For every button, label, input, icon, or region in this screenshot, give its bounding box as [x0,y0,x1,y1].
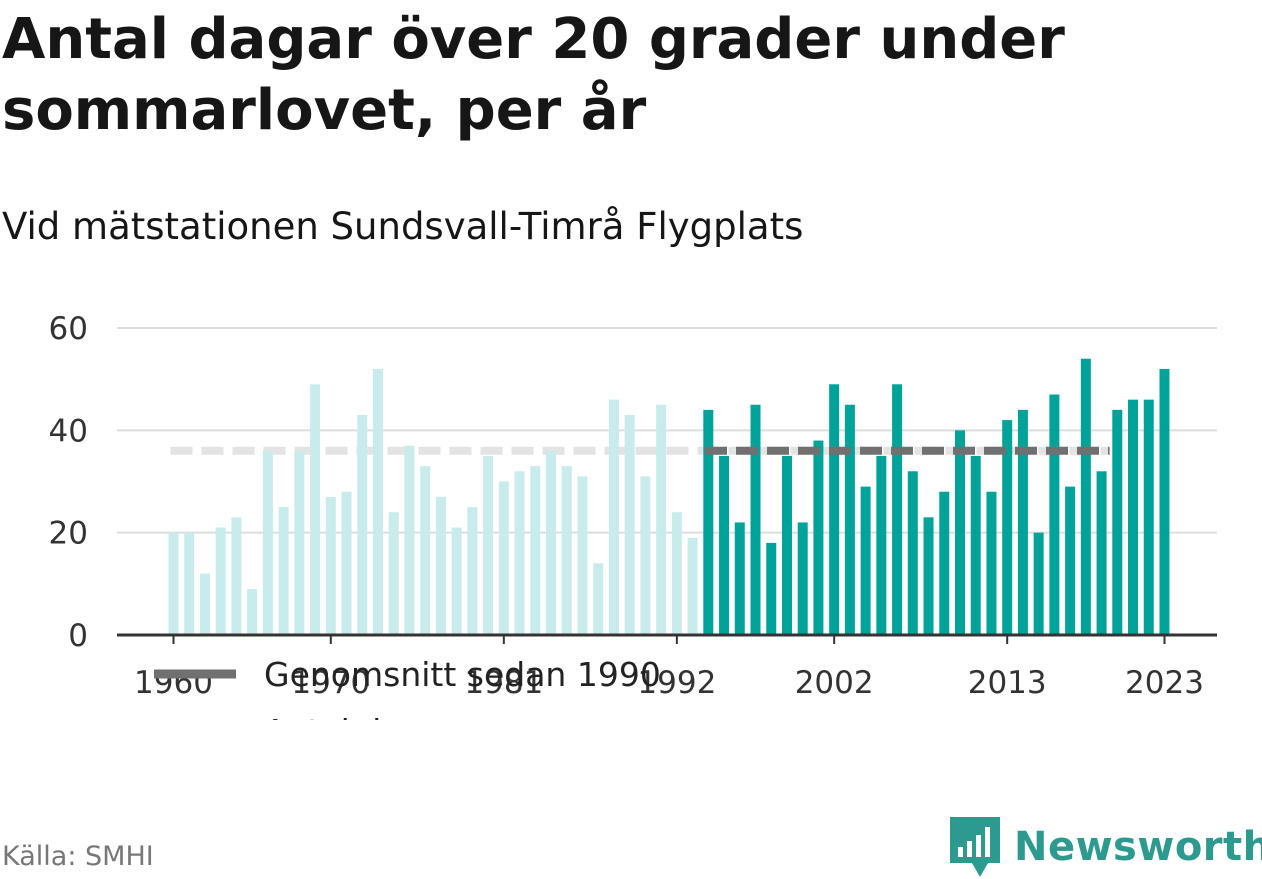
bar-2003 [844,404,855,635]
bar-2010 [955,430,965,635]
y-tick-label: 40 [49,413,88,449]
bar-2021 [1128,399,1139,635]
bar-faded-1963 [215,527,226,635]
bar-faded-1961 [184,532,195,635]
bar-2013 [1002,420,1013,635]
bar-faded-1970 [325,496,336,635]
bar-faded-1988 [608,399,619,635]
bar-2008 [923,517,934,635]
bar-faded-1987 [593,563,604,635]
bar-2019 [1096,471,1107,635]
bar-2017 [1065,486,1076,635]
bar-faded-1978 [451,527,462,635]
bar-2002 [829,384,840,635]
legend-bars-label: Antal dagar [264,712,457,720]
bar-2006 [892,384,903,635]
x-tick-label: 1992 [637,665,716,701]
source-note: Källa: SMHI [2,841,154,872]
bar-2000 [797,522,808,635]
chart-title: Antal dagar över 20 grader under sommarl… [2,7,1065,143]
bar-faded-1979 [467,507,478,635]
bar-2016 [1049,394,1060,635]
bar-faded-1985 [561,466,572,635]
chart-subtitle: Vid mätstationen Sundsvall-Timrå Flygpla… [2,205,804,248]
bar-faded-1981 [498,481,509,635]
bar-1996 [734,522,745,635]
bar-faded-1972 [357,414,368,635]
bar-faded-1990 [640,476,651,635]
bar-faded-1975 [404,445,415,635]
bar-faded-1982 [514,471,525,635]
x-tick-label: 2002 [795,665,874,701]
bar-2011 [970,455,981,635]
y-tick-label: 20 [49,516,88,552]
bar-faded-1993 [687,537,698,635]
bar-1995 [719,455,730,635]
x-tick-label: 2013 [968,665,1047,701]
legend-background [140,645,695,720]
legend-average-label: Genomsnitt sedan 1990 [264,655,661,694]
newsworthy-logo-icon [950,817,1000,877]
legend: Genomsnitt sedan 1990 Antal dagar [154,655,661,720]
x-tick-label: 1981 [464,665,543,701]
bar-faded-1967 [278,507,289,635]
bar-faded-1965 [247,588,258,635]
bar-2007 [907,471,918,635]
bar-2012 [986,491,997,635]
bars [703,358,1170,635]
bar-faded-1966 [262,450,273,635]
bar-2001 [813,440,824,635]
bar-2022 [1143,399,1154,635]
bar-faded-1960 [168,532,179,635]
bar-faded-1992 [671,512,682,635]
bar-2015 [1033,532,1044,635]
bar-faded-1986 [577,476,588,635]
bar-faded-1983 [530,466,541,635]
bar-faded-1984 [546,450,557,635]
bar-1994 [703,409,714,635]
bar-2023 [1159,368,1170,635]
bar-faded-1977 [435,496,446,635]
x-tick-label: 2023 [1125,665,1204,701]
bar-2020 [1112,409,1123,635]
bar-faded-1968 [294,450,305,635]
bar-1997 [750,404,761,635]
brand-logo[interactable]: Newsworthy [950,817,1262,877]
brand-name: Newsworthy [1014,824,1262,870]
bar-faded-1991 [656,404,667,635]
bar-2005 [876,455,887,635]
bar-faded-1971 [341,491,352,635]
bar-2004 [860,486,871,635]
bar-faded-1962 [199,573,210,635]
bar-1999 [781,455,792,635]
bars-faded [168,368,698,635]
bar-faded-1976 [420,466,431,635]
bar-faded-1989 [624,414,635,635]
bar-faded-1974 [388,512,399,635]
bar-2014 [1017,409,1028,635]
bar-1998 [766,542,777,635]
bar-2009 [939,491,950,635]
y-tick-label: 60 [49,311,88,347]
y-tick-label: 0 [68,618,88,654]
legend-backdrop [140,645,695,720]
bar-faded-1964 [231,517,242,635]
x-tick-label: 1970 [291,665,370,701]
bar-faded-1969 [310,384,321,635]
bar-faded-1980 [483,455,494,635]
bar-faded-1973 [372,368,383,635]
bar-2018 [1080,358,1091,635]
